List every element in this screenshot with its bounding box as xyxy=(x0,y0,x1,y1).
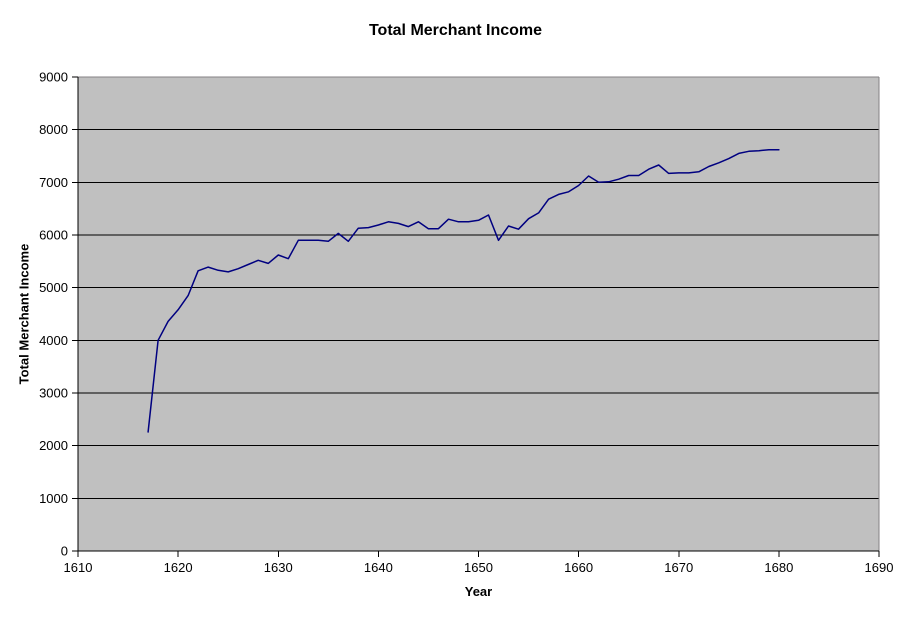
x-tick-label: 1610 xyxy=(64,560,93,575)
x-tick-label: 1660 xyxy=(564,560,593,575)
y-tick-label: 1000 xyxy=(39,491,68,506)
x-tick-label: 1670 xyxy=(664,560,693,575)
y-tick-label: 8000 xyxy=(39,122,68,137)
x-tick-label: 1630 xyxy=(264,560,293,575)
y-tick-label: 2000 xyxy=(39,438,68,453)
y-tick-label: 5000 xyxy=(39,280,68,295)
x-tick-label: 1690 xyxy=(865,560,894,575)
y-tick-label: 7000 xyxy=(39,175,68,190)
y-tick-label: 0 xyxy=(61,544,68,559)
chart-title: Total Merchant Income xyxy=(368,22,543,39)
series-line xyxy=(147,148,780,433)
plot-area xyxy=(78,77,879,551)
y-tick-label: 4000 xyxy=(39,333,68,348)
y-tick-label: 9000 xyxy=(39,70,68,85)
x-axis-title: Year xyxy=(464,584,493,599)
x-tick-label: 1680 xyxy=(764,560,793,575)
x-tick-label: 1650 xyxy=(464,560,493,575)
x-tick-label: 1640 xyxy=(364,560,393,575)
x-tick-label: 1620 xyxy=(164,560,193,575)
y-tick-label: 3000 xyxy=(39,386,68,401)
y-tick-label: 6000 xyxy=(39,228,68,243)
